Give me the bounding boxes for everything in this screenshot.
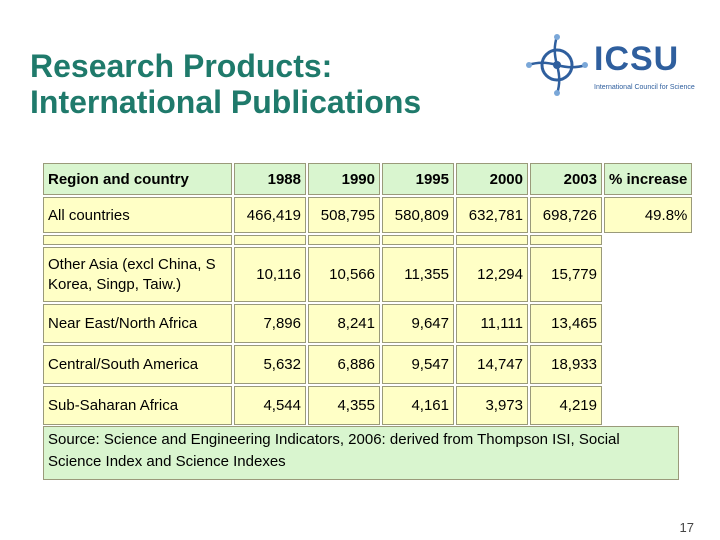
spacer-cell xyxy=(456,235,528,245)
table-row: Central/South America 5,632 6,886 9,547 … xyxy=(43,345,693,384)
table-cell: 12,294 xyxy=(456,247,528,302)
spacer-cell xyxy=(234,235,306,245)
table-row: Sub-Saharan Africa 4,544 4,355 4,161 3,9… xyxy=(43,386,693,425)
column-header: % increase xyxy=(604,163,693,195)
table-cell: 8,241 xyxy=(308,304,380,343)
table-cell: 4,355 xyxy=(308,386,380,425)
table-cell: 15,779 xyxy=(530,247,602,302)
logo-subtitle: International Council for Science xyxy=(594,84,695,91)
icsu-logo: ICSU International Council for Science xyxy=(522,32,712,102)
row-label: Central/South America xyxy=(43,345,232,384)
spacer-cell xyxy=(382,235,454,245)
table-cell: 580,809 xyxy=(382,197,454,233)
table-cell: 6,886 xyxy=(308,345,380,384)
table-row: All countries 466,419 508,795 580,809 63… xyxy=(43,197,693,233)
slide-title-line-1: Research Products: xyxy=(30,48,333,84)
table-row: Other Asia (excl China, S Korea, Singp, … xyxy=(43,247,693,302)
blank-cell xyxy=(604,247,693,302)
column-header: 2000 xyxy=(456,163,528,195)
table-cell: 4,219 xyxy=(530,386,602,425)
row-label: All countries xyxy=(43,197,232,233)
table-header-row: Region and country 1988 1990 1995 2000 2… xyxy=(43,163,693,195)
blank-cell xyxy=(604,235,693,245)
logo-wordmark: ICSU xyxy=(594,40,680,78)
table-cell: 11,355 xyxy=(382,247,454,302)
table-cell: 508,795 xyxy=(308,197,380,233)
row-label: Near East/North Africa xyxy=(43,304,232,343)
table-cell: 10,566 xyxy=(308,247,380,302)
table-cell: 10,116 xyxy=(234,247,306,302)
table-cell: 18,933 xyxy=(530,345,602,384)
slide-title: Research Products: International Publica… xyxy=(30,48,421,120)
source-note: Source: Science and Engineering Indicato… xyxy=(43,426,679,480)
blank-cell xyxy=(604,386,693,425)
column-header: 1990 xyxy=(308,163,380,195)
column-header: Region and country xyxy=(43,163,232,195)
page-number: 17 xyxy=(679,520,694,535)
table-cell: 7,896 xyxy=(234,304,306,343)
spacer-cell xyxy=(308,235,380,245)
publications-table: Region and country 1988 1990 1995 2000 2… xyxy=(41,161,694,427)
blank-cell xyxy=(604,304,693,343)
table-cell: 632,781 xyxy=(456,197,528,233)
spacer-cell xyxy=(530,235,602,245)
slide-title-line-2: International Publications xyxy=(30,84,422,120)
row-label: Other Asia (excl China, S Korea, Singp, … xyxy=(43,247,232,302)
table-cell: 3,973 xyxy=(456,386,528,425)
table-cell: 9,647 xyxy=(382,304,454,343)
blank-cell xyxy=(604,345,693,384)
globe-icon xyxy=(526,34,588,96)
column-header: 2003 xyxy=(530,163,602,195)
table-cell: 14,747 xyxy=(456,345,528,384)
table-cell: 49.8% xyxy=(604,197,693,233)
table-cell: 9,547 xyxy=(382,345,454,384)
column-header: 1995 xyxy=(382,163,454,195)
table-cell: 466,419 xyxy=(234,197,306,233)
row-label: Sub-Saharan Africa xyxy=(43,386,232,425)
table-spacer-row xyxy=(43,235,693,245)
spacer-cell xyxy=(43,235,232,245)
column-header: 1988 xyxy=(234,163,306,195)
table-cell: 13,465 xyxy=(530,304,602,343)
table-cell: 4,544 xyxy=(234,386,306,425)
table-cell: 4,161 xyxy=(382,386,454,425)
table-row: Near East/North Africa 7,896 8,241 9,647… xyxy=(43,304,693,343)
table-cell: 698,726 xyxy=(530,197,602,233)
table-cell: 5,632 xyxy=(234,345,306,384)
table-cell: 11,111 xyxy=(456,304,528,343)
